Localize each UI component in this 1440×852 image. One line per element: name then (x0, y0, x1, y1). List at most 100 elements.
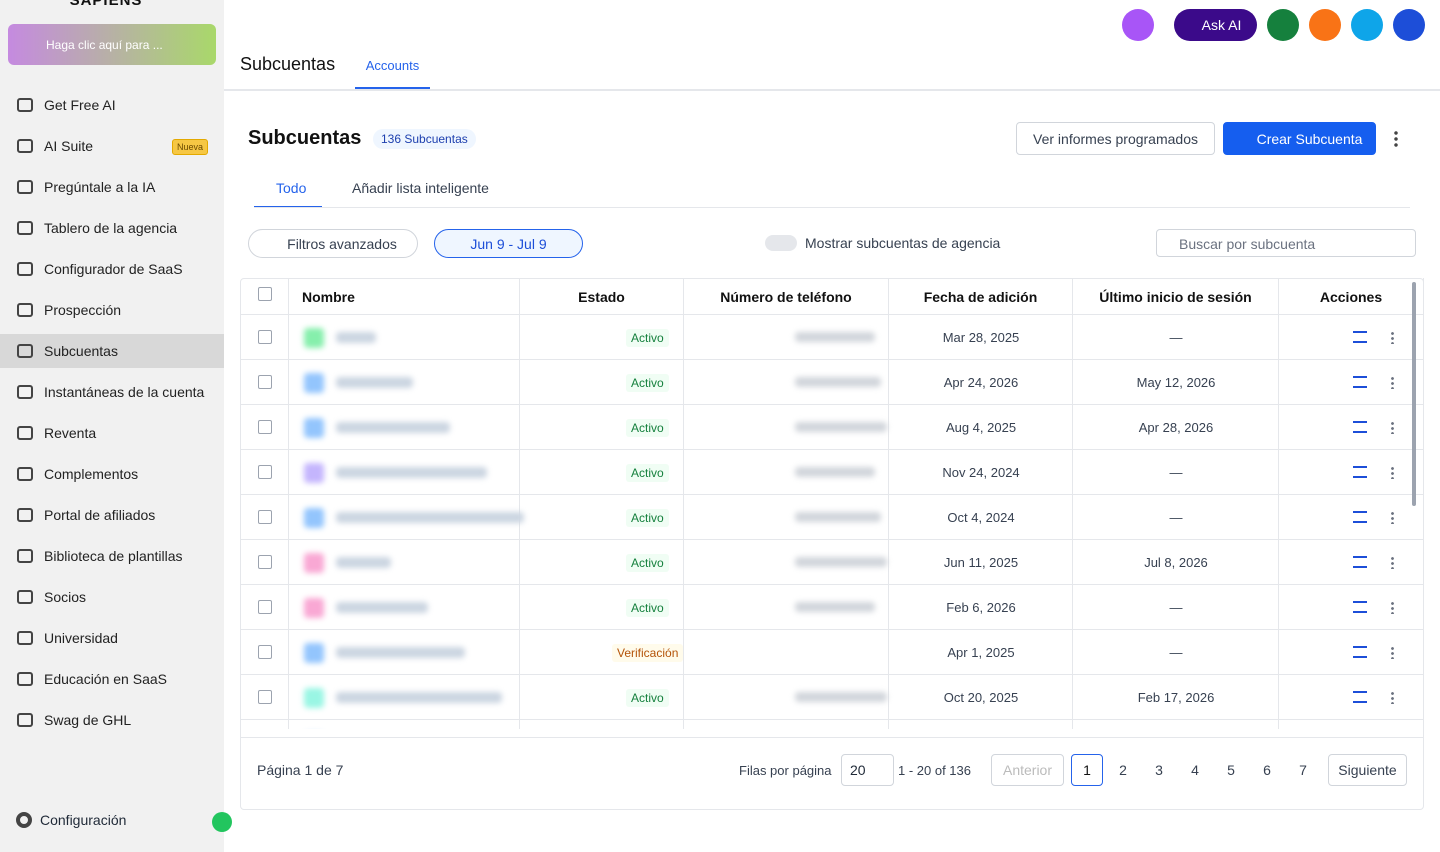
page-button[interactable]: 2 (1119, 762, 1127, 778)
nav-item[interactable]: Configurador de SaaS (0, 252, 224, 286)
reports-button[interactable]: Ver informes programados (1016, 122, 1215, 155)
row-checkbox[interactable] (258, 375, 272, 389)
added-date: Oct 20, 2025 (943, 690, 1019, 705)
switch-action[interactable] (1353, 376, 1367, 388)
cell (684, 675, 889, 720)
row-checkbox[interactable] (258, 510, 272, 524)
row-checkbox[interactable] (258, 600, 272, 614)
switch-action[interactable] (1353, 421, 1367, 433)
avatar (304, 508, 324, 528)
column-header[interactable]: Fecha de adición (889, 278, 1073, 315)
nav-label: AI Suite (44, 138, 94, 154)
nav-item[interactable]: Prospección (0, 293, 224, 327)
nav-item[interactable]: Universidad (0, 621, 224, 655)
cell (1073, 450, 1279, 495)
page-button[interactable]: 3 (1155, 762, 1163, 778)
next-button[interactable]: Siguiente (1328, 754, 1407, 786)
nav-item[interactable]: Reventa (0, 416, 224, 450)
switch-action[interactable] (1353, 601, 1367, 613)
status-pill: Activo (626, 509, 669, 527)
nav-item[interactable]: Biblioteca de plantillas (0, 539, 224, 573)
nav-item[interactable]: Instantáneas de la cuenta (0, 375, 224, 409)
help-button[interactable] (1351, 9, 1383, 41)
cell (684, 450, 889, 495)
switch-action[interactable] (1353, 466, 1367, 478)
row-checkbox[interactable] (258, 420, 272, 434)
row-menu[interactable] (1391, 331, 1394, 344)
tab-add-list[interactable]: Añadir lista inteligente (352, 180, 489, 196)
row-menu[interactable] (1391, 601, 1394, 614)
header-checkbox[interactable] (258, 287, 272, 301)
account-switcher[interactable]: Haga clic aquí para ... (8, 24, 216, 65)
switch-action[interactable] (1353, 556, 1367, 568)
ask-ai-button[interactable]: Ask AI (1174, 9, 1257, 41)
phone-redacted (795, 602, 875, 612)
tabs-divider (254, 207, 1410, 208)
agency-toggle[interactable] (765, 235, 797, 251)
nav-item[interactable]: Pregúntale a la IA (0, 170, 224, 204)
row-checkbox[interactable] (258, 690, 272, 704)
page-button[interactable]: 1 (1071, 754, 1103, 786)
row-checkbox[interactable] (258, 645, 272, 659)
row-checkbox[interactable] (258, 465, 272, 479)
nav-item[interactable]: Complementos (0, 457, 224, 491)
row-checkbox[interactable] (258, 555, 272, 569)
nav-item[interactable]: Swag de GHL (0, 703, 224, 737)
column-header[interactable]: Estado (520, 278, 684, 315)
nav-label: Educación en SaaS (44, 671, 167, 687)
nav-item[interactable]: Tablero de la agencia (0, 211, 224, 245)
page-button[interactable]: 7 (1299, 762, 1307, 778)
nav-item[interactable]: Get Free AI (0, 88, 224, 122)
row-menu[interactable] (1391, 691, 1394, 704)
advanced-filters[interactable]: Filtros avanzados (248, 229, 418, 258)
row-divider (240, 719, 1424, 720)
cell (889, 405, 1073, 450)
switch-action[interactable] (1353, 691, 1367, 703)
switch-action[interactable] (1353, 646, 1367, 658)
settings-label: Configuración (40, 812, 127, 828)
rows-select[interactable]: 20 (841, 754, 894, 786)
notifications-button[interactable] (1309, 9, 1341, 41)
row-menu[interactable] (1391, 511, 1394, 524)
nav-icon (17, 180, 33, 194)
top-tab-active[interactable]: Accounts (355, 57, 430, 89)
row-menu[interactable] (1391, 421, 1394, 434)
switch-action[interactable] (1353, 511, 1367, 523)
column-header[interactable]: Acciones (1279, 278, 1424, 315)
search-input[interactable]: Buscar por subcuenta (1156, 229, 1416, 257)
page-button[interactable]: 5 (1227, 762, 1235, 778)
profile-button[interactable] (1393, 9, 1425, 41)
added-date: Aug 4, 2025 (945, 420, 1017, 435)
cell (1073, 675, 1279, 720)
row-menu[interactable] (1391, 646, 1394, 659)
translate-button[interactable] (1122, 9, 1154, 41)
row-menu[interactable] (1391, 376, 1394, 389)
row-checkbox[interactable] (258, 330, 272, 344)
row-menu[interactable] (1391, 556, 1394, 569)
column-header[interactable]: Último inicio de sesión (1073, 278, 1279, 315)
nav-item[interactable]: Subcuentas (0, 334, 224, 368)
create-button[interactable]: Crear Subcuenta (1223, 122, 1376, 155)
page-button[interactable]: 4 (1191, 762, 1199, 778)
announcements-button[interactable] (1267, 9, 1299, 41)
column-header[interactable]: Número de teléfono (684, 278, 889, 315)
nav-item[interactable]: Educación en SaaS (0, 662, 224, 696)
nav-item[interactable]: AI Suite Nueva (0, 129, 224, 163)
top-tab[interactable]: Subcuentas (240, 54, 336, 74)
more-menu[interactable] (1394, 130, 1398, 148)
nav-icon (17, 590, 33, 604)
column-header[interactable]: Nombre (288, 278, 520, 315)
nav-item[interactable]: Portal de afiliados (0, 498, 224, 532)
settings-link[interactable]: Configuración (16, 810, 216, 830)
cell (684, 315, 889, 360)
switch-action[interactable] (1353, 331, 1367, 343)
phone-redacted (795, 557, 887, 567)
date-range[interactable]: Jun 9 - Jul 9 (434, 229, 583, 258)
account-name-redacted (336, 602, 428, 613)
row-menu[interactable] (1391, 466, 1394, 479)
page-button[interactable]: 6 (1263, 762, 1271, 778)
prev-button[interactable]: Anterior (991, 754, 1064, 786)
nav-item[interactable]: Socios (0, 580, 224, 614)
account-name-redacted (336, 377, 413, 388)
collapse-button[interactable] (212, 812, 232, 832)
